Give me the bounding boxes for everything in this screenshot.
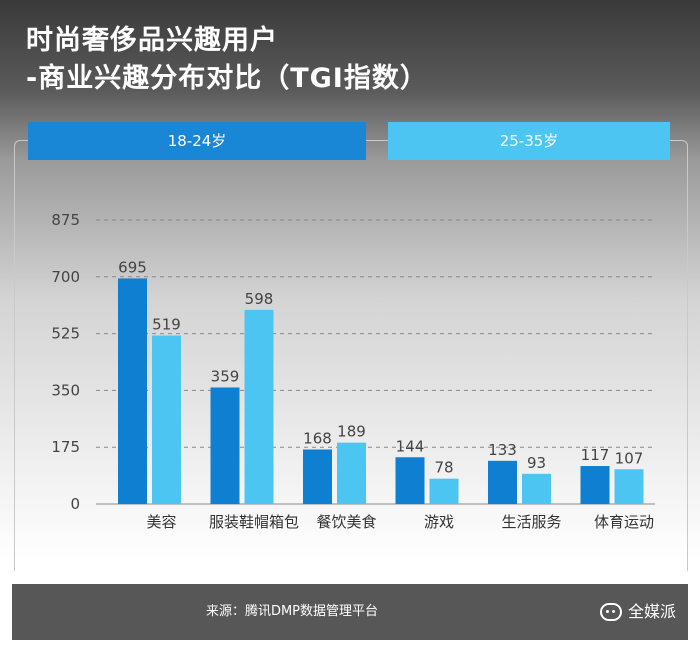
title-line-2: -商业兴趣分布对比（TGI指数） bbox=[26, 63, 428, 94]
y-tick-label: 0 bbox=[70, 495, 80, 513]
y-tick-label: 175 bbox=[51, 438, 80, 456]
bar-chart: 0 175 350 525 700 875 695 519 美容 359 598 服装鞋帽箱包 168 1… bbox=[51, 211, 655, 531]
brand-logo: 全媒派 bbox=[599, 584, 676, 640]
bar-value-label: 189 bbox=[337, 423, 366, 441]
bar bbox=[614, 469, 644, 504]
bar-value-label: 107 bbox=[615, 449, 644, 467]
bar bbox=[337, 442, 366, 504]
x-category-label: 餐饮美食 bbox=[316, 513, 376, 531]
title-line-1: 时尚奢侈品兴趣用户 bbox=[26, 25, 278, 56]
bar bbox=[395, 457, 425, 504]
bar-value-label: 519 bbox=[152, 316, 181, 334]
bar bbox=[488, 460, 517, 504]
bar-value-label: 144 bbox=[396, 437, 425, 455]
bar-value-label: 93 bbox=[527, 454, 546, 472]
x-category-label: 生活服务 bbox=[501, 513, 561, 531]
x-category-label: 服装鞋帽箱包 bbox=[209, 513, 299, 531]
y-tick-label: 875 bbox=[51, 211, 80, 229]
brand-name: 全媒派 bbox=[627, 602, 676, 621]
bar-value-label: 598 bbox=[245, 290, 274, 308]
x-category-label: 体育运动 bbox=[594, 513, 654, 531]
bar-value-label: 168 bbox=[303, 429, 332, 447]
x-category-label: 美容 bbox=[146, 513, 176, 531]
chat-bubble-icon bbox=[599, 603, 622, 621]
legend-series-25-35: 25-35岁 bbox=[388, 122, 670, 160]
x-category-label: 游戏 bbox=[424, 513, 454, 531]
legend-series-18-24: 18-24岁 bbox=[28, 122, 366, 160]
y-tick-label: 525 bbox=[51, 325, 80, 343]
y-tick-label: 350 bbox=[51, 381, 80, 399]
source-text: 来源：腾讯DMP数据管理平台 bbox=[205, 604, 379, 619]
bar bbox=[580, 466, 610, 504]
bar bbox=[244, 309, 274, 504]
bar bbox=[152, 335, 181, 504]
y-tick-label: 700 bbox=[51, 268, 80, 286]
source-footer: 来源：腾讯DMP数据管理平台 全媒派 bbox=[12, 584, 688, 640]
bar-value-label: 133 bbox=[488, 441, 517, 459]
bar bbox=[429, 478, 459, 504]
bar bbox=[118, 278, 147, 504]
bar-value-label: 78 bbox=[434, 459, 453, 477]
bar-value-label: 359 bbox=[211, 367, 240, 385]
bar bbox=[303, 449, 332, 504]
bar bbox=[210, 387, 240, 504]
bar-value-label: 695 bbox=[118, 258, 147, 276]
page-title: 时尚奢侈品兴趣用户 -商业兴趣分布对比（TGI指数） bbox=[26, 22, 586, 98]
bar-value-label: 117 bbox=[581, 446, 610, 464]
bar bbox=[522, 473, 551, 504]
